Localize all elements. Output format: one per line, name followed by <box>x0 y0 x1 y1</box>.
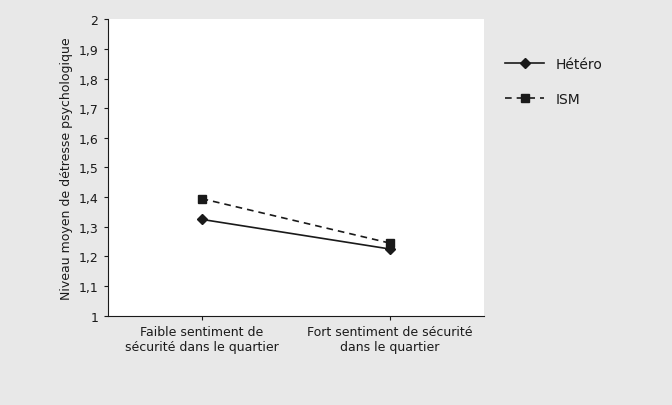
ISM <box>386 241 394 246</box>
Y-axis label: Niveau moyen de détresse psychologique: Niveau moyen de détresse psychologique <box>60 37 73 299</box>
Line: ISM: ISM <box>198 195 394 247</box>
Legend: Hétéro, ISM: Hétéro, ISM <box>499 51 609 113</box>
Hétéro <box>198 217 206 222</box>
ISM <box>198 197 206 202</box>
Hétéro <box>386 247 394 252</box>
Line: Hétéro: Hétéro <box>198 216 393 253</box>
